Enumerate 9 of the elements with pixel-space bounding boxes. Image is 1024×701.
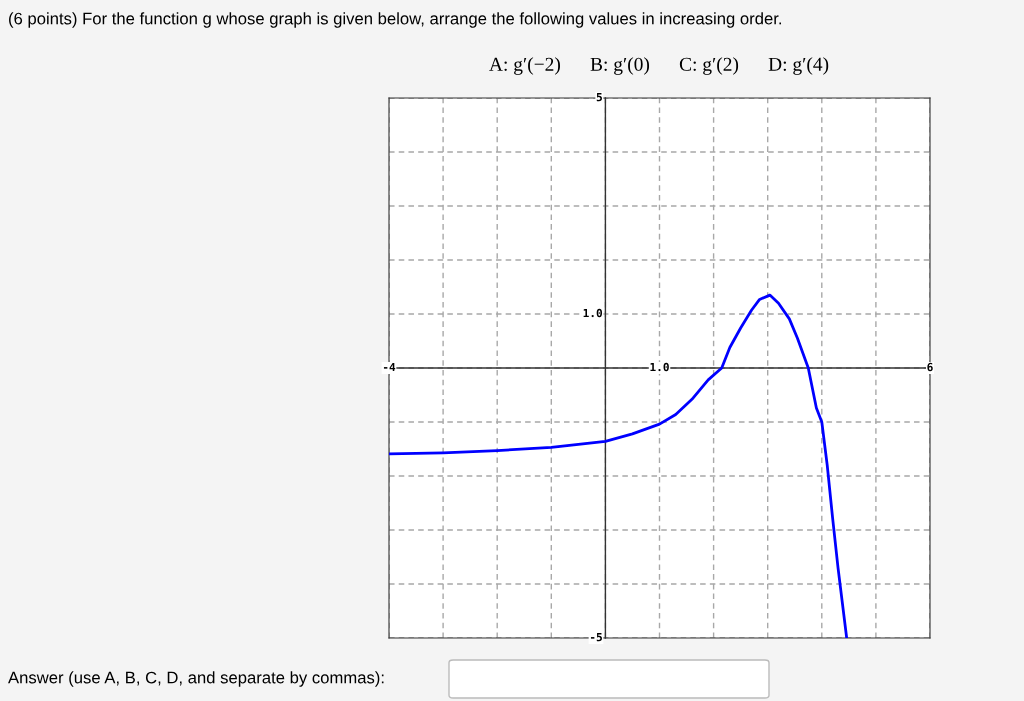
x-tick-label: -4: [383, 362, 396, 372]
y-tick-label: -5: [590, 632, 602, 642]
y-tick-label: 5: [596, 92, 602, 102]
text: Answer (use A, B, C, D, and separate by commas):: [8, 671, 384, 687]
x-tick-label: 6: [927, 362, 933, 372]
x-tick-label: 1.0: [650, 362, 669, 372]
chart-subtitle: A: g′(−2) B: g′(0) C: g′(2) D: g′(4): [489, 57, 829, 75]
y-tick-label: 1.0: [583, 308, 603, 318]
chart-title: (6 points) For the function g whose graph is given below, arrange the following values in increasing order.: [9, 12, 781, 28]
